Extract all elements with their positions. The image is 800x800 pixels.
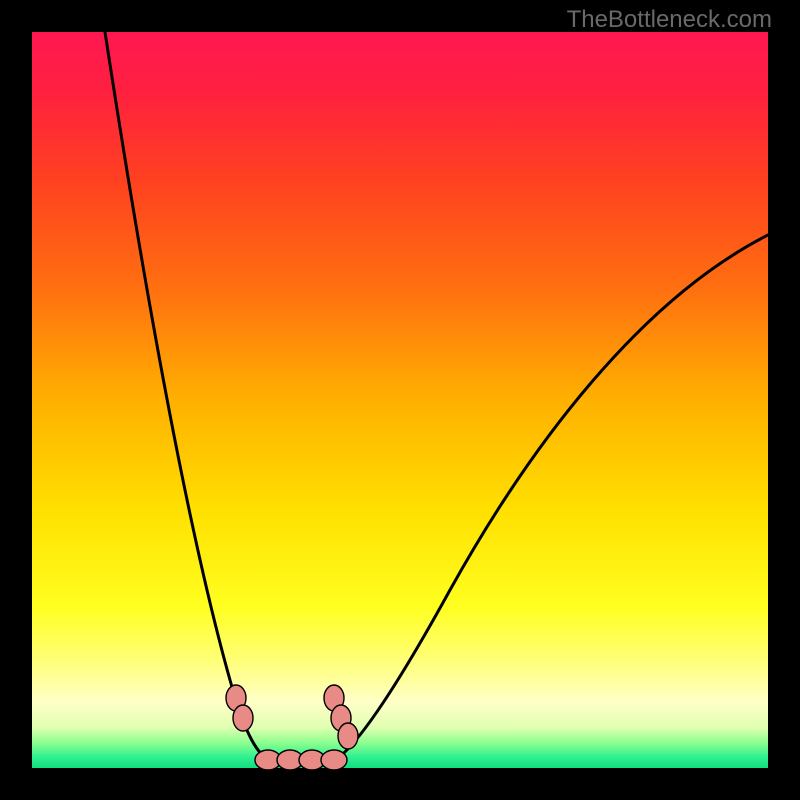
watermark: TheBottleneck.com (567, 6, 772, 34)
marker (233, 705, 253, 731)
plot-background (32, 32, 768, 768)
chart-svg (0, 0, 800, 800)
marker (321, 750, 347, 770)
chart-root: { "canvas": { "width": 800, "height": 80… (0, 0, 800, 800)
marker (338, 723, 358, 749)
